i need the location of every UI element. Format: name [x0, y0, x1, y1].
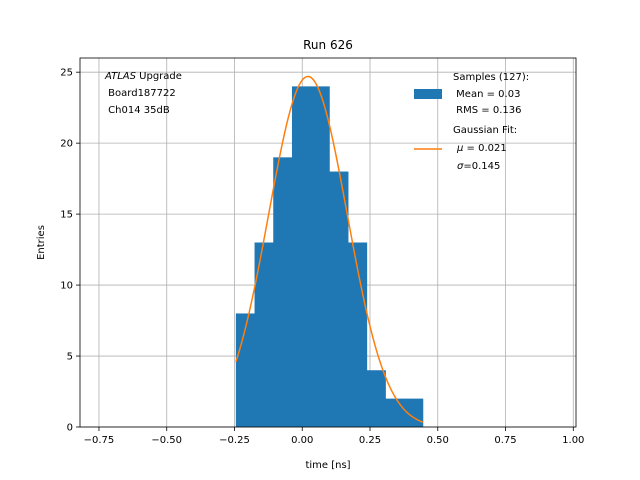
- y-tick-label-3: 15: [60, 210, 73, 221]
- chart-title: Run 626: [303, 38, 353, 52]
- histogram-bars: [235, 86, 424, 427]
- x-tick-label-3: 0.00: [291, 435, 313, 446]
- x-tick-label-4: 0.25: [359, 435, 381, 446]
- x-axis-label: time [ns]: [305, 460, 350, 471]
- annotation-board: Board187722: [105, 88, 176, 99]
- y-tick-label-0: 0: [67, 423, 73, 434]
- histogram-bar-8: [385, 398, 405, 427]
- histogram-bar-1: [254, 242, 274, 427]
- annotation-upgrade: Upgrade: [136, 71, 182, 82]
- y-tick-label-5: 25: [60, 68, 73, 79]
- gaussian-fit-curve: [235, 75, 424, 423]
- legend-mu-value: = 0.021: [463, 143, 506, 154]
- x-axis-ticks: −0.75 −0.50 −0.25 0.00 0.25 0.50 0.75 1.00: [84, 427, 584, 446]
- y-tick-label-2: 10: [60, 281, 73, 292]
- x-tick-label-5: 0.50: [427, 435, 449, 446]
- legend-samples-patch: [414, 89, 442, 99]
- legend-samples-rms: RMS = 0.136: [453, 105, 521, 116]
- y-axis-label: Entries: [36, 225, 47, 260]
- y-axis-ticks: 0 5 10 15 20 25: [60, 68, 80, 434]
- histogram-bar-0: [235, 313, 255, 427]
- x-tick-label-1: −0.50: [151, 435, 182, 446]
- atlas-annotation: ATLAS Upgrade Board187722 Ch014 35dB: [104, 71, 182, 116]
- histogram-bar-5: [329, 171, 349, 427]
- legend: Samples (127): Mean = 0.03 RMS = 0.136 G…: [414, 72, 529, 172]
- y-tick-label-4: 20: [60, 139, 73, 150]
- legend-fit-title: Gaussian Fit:: [453, 125, 517, 136]
- x-tick-label-7: 1.00: [562, 435, 584, 446]
- plot-frame: [79, 57, 577, 428]
- histogram-bar-7: [366, 370, 386, 427]
- legend-sigma-symbol: σ: [457, 161, 464, 172]
- annotation-atlas: ATLAS: [104, 71, 137, 82]
- annotation-line-1: ATLAS Upgrade: [104, 71, 182, 82]
- legend-samples-mean: Mean = 0.03: [453, 89, 520, 100]
- x-tick-label-6: 0.75: [494, 435, 516, 446]
- histogram-bar-4: [310, 86, 330, 427]
- legend-fit-sigma: σ=0.145: [457, 161, 500, 172]
- legend-fit-mu: μ = 0.021: [456, 143, 507, 154]
- legend-sigma-value: =0.145: [463, 161, 500, 172]
- histogram-bar-6: [348, 242, 368, 427]
- legend-mu-symbol: μ: [456, 143, 463, 154]
- y-tick-label-1: 5: [67, 352, 73, 363]
- legend-samples-title: Samples (127):: [453, 72, 529, 83]
- x-tick-label-0: −0.75: [84, 435, 115, 446]
- histogram-bar-2: [273, 157, 293, 427]
- histogram-bar-3: [291, 86, 312, 427]
- x-tick-label-2: −0.25: [219, 435, 250, 446]
- annotation-channel: Ch014 35dB: [105, 105, 170, 116]
